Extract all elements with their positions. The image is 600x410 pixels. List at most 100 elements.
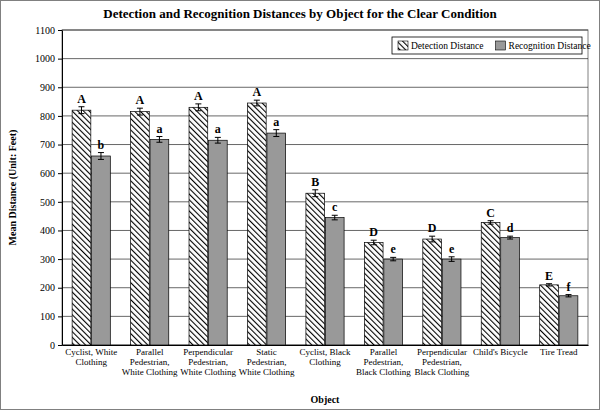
error-bar bbox=[429, 236, 435, 242]
group-letter: A bbox=[252, 85, 261, 99]
y-tick-label: 700 bbox=[40, 139, 55, 150]
bar bbox=[384, 259, 403, 345]
x-tick-label-line: Clothing bbox=[75, 357, 107, 367]
group-letter: B bbox=[311, 175, 319, 189]
x-tick-label-line: Pedestrian, bbox=[188, 357, 228, 367]
y-tick-label: 800 bbox=[40, 111, 55, 122]
y-tick: 400 bbox=[40, 225, 62, 236]
y-tick-label: 300 bbox=[40, 254, 55, 265]
y-tick-mark bbox=[58, 87, 62, 88]
error-bar bbox=[332, 215, 338, 220]
group-letter: A bbox=[77, 92, 86, 106]
y-tick-mark bbox=[58, 288, 62, 289]
x-tick-label-line: Perpendicular bbox=[417, 347, 467, 357]
x-tick-label: ParallelPedestrian,Black Clothing bbox=[356, 347, 411, 377]
bar bbox=[501, 238, 520, 345]
bar bbox=[189, 107, 208, 345]
bar bbox=[364, 242, 383, 345]
x-tick-label-line: White Clothing bbox=[239, 367, 295, 377]
error-bar bbox=[488, 221, 494, 224]
y-axis-title: Mean Distance (Unit: Feet) bbox=[7, 130, 19, 246]
legend-label: Recognition Distance bbox=[509, 41, 591, 51]
x-tick-label-line: Pedestrian, bbox=[130, 357, 170, 367]
group-letter: D bbox=[369, 225, 378, 239]
x-tick-label-line: Black Clothing bbox=[356, 367, 411, 377]
x-axis: Cyclist, WhiteClothingParallelPedestrian… bbox=[63, 346, 589, 378]
bar bbox=[423, 239, 442, 345]
x-tick-label: StaticPedestrian,White Clothing bbox=[239, 347, 295, 377]
group-letter: e bbox=[391, 242, 397, 256]
y-tick-mark bbox=[58, 259, 62, 260]
x-tick: PerpendicularPedestrian,Black Clothing bbox=[415, 347, 470, 377]
group-letter: A bbox=[136, 93, 145, 107]
error-bar bbox=[312, 190, 318, 197]
y-tick-label: 400 bbox=[40, 225, 55, 236]
y-axis-line bbox=[62, 31, 63, 346]
error-bar bbox=[254, 100, 260, 106]
bar bbox=[559, 296, 578, 345]
error-bar bbox=[137, 108, 143, 115]
error-bar bbox=[78, 107, 84, 114]
x-tick-label-line: Child's Bicycle bbox=[473, 347, 528, 357]
group-letter: e bbox=[449, 242, 455, 256]
x-tick-label: Tire Tread bbox=[540, 347, 578, 357]
grid-line bbox=[62, 30, 588, 31]
group-letter: c bbox=[332, 200, 338, 214]
y-tick-label: 1100 bbox=[35, 25, 55, 36]
bar bbox=[306, 193, 325, 345]
error-bar bbox=[273, 130, 279, 137]
y-tick-label: 900 bbox=[40, 82, 55, 93]
error-bar bbox=[507, 236, 513, 239]
error-bar bbox=[449, 257, 455, 262]
figure-border bbox=[1, 1, 600, 410]
x-tick-label-line: White Clothing bbox=[122, 367, 178, 377]
y-tick-mark bbox=[58, 230, 62, 231]
bar bbox=[247, 103, 266, 345]
y-tick-mark bbox=[58, 173, 62, 174]
x-tick-label-line: Pedestrian, bbox=[422, 357, 462, 367]
bar bbox=[150, 139, 169, 345]
chart: AAAABDDCEbaaaceedf0100200300400500600700… bbox=[0, 0, 600, 410]
plot-area bbox=[62, 30, 588, 345]
group-letter: A bbox=[194, 89, 203, 103]
y-tick-label: 200 bbox=[40, 282, 55, 293]
grid-line bbox=[62, 87, 588, 88]
x-tick: ParallelPedestrian,White Clothing bbox=[122, 347, 178, 377]
y-tick: 300 bbox=[40, 254, 62, 265]
x-tick: ParallelPedestrian,Black Clothing bbox=[356, 347, 411, 377]
bars bbox=[72, 100, 578, 345]
x-tick: Cyclist, WhiteClothing bbox=[65, 347, 117, 367]
y-tick-mark bbox=[58, 345, 62, 346]
error-bar bbox=[546, 284, 552, 286]
y-tick-label: 600 bbox=[40, 168, 55, 179]
y-tick: 0 bbox=[50, 340, 62, 351]
bar bbox=[481, 222, 500, 345]
x-tick-label-line: Static bbox=[256, 347, 277, 357]
bar bbox=[72, 110, 91, 345]
bar bbox=[267, 133, 286, 345]
x-axis-title: Object bbox=[311, 394, 341, 405]
grid bbox=[62, 30, 588, 345]
group-letter: D bbox=[428, 221, 437, 235]
error-bar bbox=[98, 153, 104, 160]
error-bar bbox=[371, 240, 377, 245]
y-tick: 500 bbox=[40, 197, 62, 208]
group-letter: E bbox=[545, 269, 553, 283]
y-tick: 1100 bbox=[35, 25, 62, 36]
bar bbox=[540, 285, 559, 345]
x-tick-label-line: Pedestrian, bbox=[364, 357, 404, 367]
group-letter: a bbox=[156, 122, 162, 136]
y-tick: 1000 bbox=[35, 53, 62, 64]
x-tick-label-line: Clothing bbox=[309, 357, 341, 367]
y-tick-label: 0 bbox=[50, 340, 55, 351]
y-tick: 900 bbox=[40, 82, 62, 93]
y-tick: 100 bbox=[40, 311, 62, 322]
group-letter: a bbox=[273, 115, 279, 129]
x-axis-line bbox=[63, 345, 589, 346]
bar bbox=[131, 112, 150, 345]
group-letters: AAAABDDCEbaaaceedf bbox=[77, 85, 571, 293]
x-tick-label-line: Tire Tread bbox=[540, 347, 578, 357]
y-tick: 700 bbox=[40, 139, 62, 150]
error-bar bbox=[215, 137, 221, 143]
y-tick: 200 bbox=[40, 282, 62, 293]
